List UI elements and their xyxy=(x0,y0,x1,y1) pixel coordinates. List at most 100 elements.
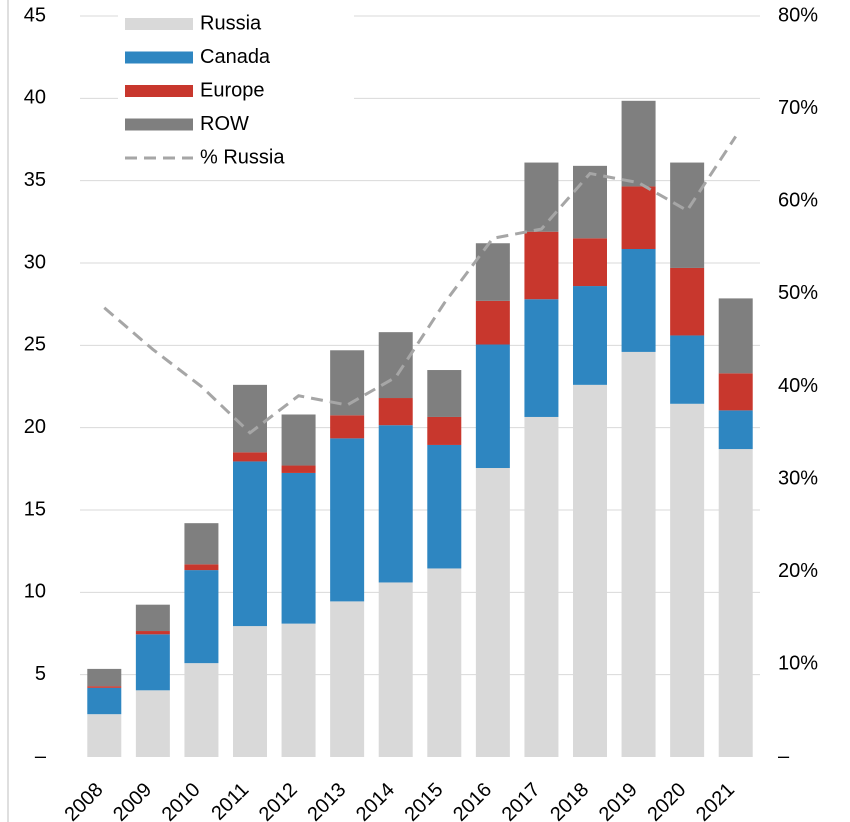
bar-segment xyxy=(524,231,559,300)
y2-tick-label: 70% xyxy=(778,97,818,119)
x-tick-label: 2021 xyxy=(692,779,739,822)
y2-tick-label: – xyxy=(778,745,790,767)
bar-segment xyxy=(378,582,413,757)
bar-segment xyxy=(135,634,170,691)
y-tick-label: – xyxy=(35,745,47,767)
bar-segment xyxy=(135,604,170,632)
y-tick-label: 40 xyxy=(24,87,46,109)
bar-segment xyxy=(330,415,365,439)
x-tick-label: 2014 xyxy=(352,779,399,822)
bar-segment xyxy=(427,444,462,569)
lines xyxy=(103,135,737,435)
bar-segment xyxy=(87,687,122,715)
bar-segment xyxy=(621,351,656,757)
bar-segment xyxy=(573,238,607,287)
y-tick-label: 10 xyxy=(24,581,46,603)
bar-segment xyxy=(670,403,705,757)
bar-segment xyxy=(135,631,170,635)
bar-segment xyxy=(184,523,219,565)
bar-segment xyxy=(524,416,559,757)
bar-segment xyxy=(718,449,753,757)
bar-segment xyxy=(475,243,510,301)
y2-tick-label: 10% xyxy=(778,653,818,675)
legend-swatch xyxy=(125,18,193,30)
bar-segment xyxy=(524,162,559,232)
y-tick-label: 5 xyxy=(35,663,46,685)
legend: Russia Canada Europe ROW % Russia xyxy=(118,6,354,176)
legend-label: Europe xyxy=(200,79,265,101)
bar-segment xyxy=(475,344,510,469)
bar-segment xyxy=(281,623,316,757)
x-tick-label: 2020 xyxy=(643,779,690,822)
bar-segment xyxy=(621,100,656,187)
bar-segment xyxy=(87,668,122,687)
x-tick-label: 2018 xyxy=(546,779,593,822)
bar-segment xyxy=(718,373,753,411)
y2-tick-label: 80% xyxy=(778,4,818,26)
y-tick-label: 20 xyxy=(24,416,46,438)
x-tick-label: 2013 xyxy=(303,779,350,822)
bar-segment xyxy=(670,335,705,404)
bar-segment xyxy=(427,370,462,417)
legend-swatch xyxy=(125,85,193,97)
bar-segment xyxy=(233,384,267,453)
bar-segment xyxy=(281,414,316,466)
x-tick-label: 2011 xyxy=(207,779,253,822)
x-tick-label: 2012 xyxy=(255,779,302,822)
bar-segment xyxy=(378,425,413,583)
legend-label: % Russia xyxy=(200,146,285,168)
bar-segment xyxy=(233,626,267,757)
bar-segment xyxy=(87,714,122,757)
y2-tick-label: 60% xyxy=(778,190,818,212)
x-tick-label: 2019 xyxy=(595,779,642,822)
line xyxy=(103,135,737,435)
legend-label: ROW xyxy=(200,113,249,135)
legend-swatch xyxy=(125,51,193,64)
x-tick-label: 2015 xyxy=(401,779,448,822)
bar-segment xyxy=(378,398,413,426)
bar-segment xyxy=(281,472,316,624)
bar-segment xyxy=(427,416,462,445)
y-tick-label: 30 xyxy=(24,251,46,273)
y2-tick-label: 40% xyxy=(778,375,818,397)
bar-segment xyxy=(670,267,705,336)
y-tick-label: 25 xyxy=(24,334,46,356)
x-tick-label: 2009 xyxy=(109,779,156,822)
bar-segment xyxy=(330,350,365,416)
legend-label: Russia xyxy=(200,12,262,34)
bar-segment xyxy=(184,663,219,757)
bar-segment xyxy=(281,465,316,473)
x-tick-label: 2016 xyxy=(449,779,496,822)
y2-tick-label: 50% xyxy=(778,282,818,304)
bar-segment xyxy=(621,249,656,352)
bar-segment xyxy=(378,332,413,399)
bar-segment xyxy=(427,568,462,757)
bar-segment xyxy=(184,564,219,571)
x-tick-label: 2008 xyxy=(61,779,108,822)
x-tick-label: 2017 xyxy=(498,779,545,822)
bar-segment xyxy=(233,461,267,627)
bar-segment xyxy=(330,438,365,602)
y-tick-label: 35 xyxy=(24,169,46,191)
bar-segment xyxy=(573,384,607,757)
legend-swatch xyxy=(125,118,193,131)
bars xyxy=(87,100,753,757)
bar-segment xyxy=(184,570,219,664)
bar-segment xyxy=(233,452,267,462)
y-tick-label: 15 xyxy=(24,498,46,520)
bar-segment xyxy=(573,286,607,385)
bar-segment xyxy=(330,601,365,757)
y2-tick-label: 20% xyxy=(778,560,818,582)
bar-segment xyxy=(524,299,559,417)
bar-segment xyxy=(475,300,510,345)
y-tick-label: 45 xyxy=(24,4,46,26)
bar-segment xyxy=(718,410,753,450)
bar-segment xyxy=(87,686,122,688)
x-tick-label: 2010 xyxy=(158,779,205,822)
bar-segment xyxy=(718,298,753,374)
legend-label: Canada xyxy=(200,46,271,68)
bar-segment xyxy=(621,186,656,250)
y2-tick-label: 30% xyxy=(778,467,818,489)
